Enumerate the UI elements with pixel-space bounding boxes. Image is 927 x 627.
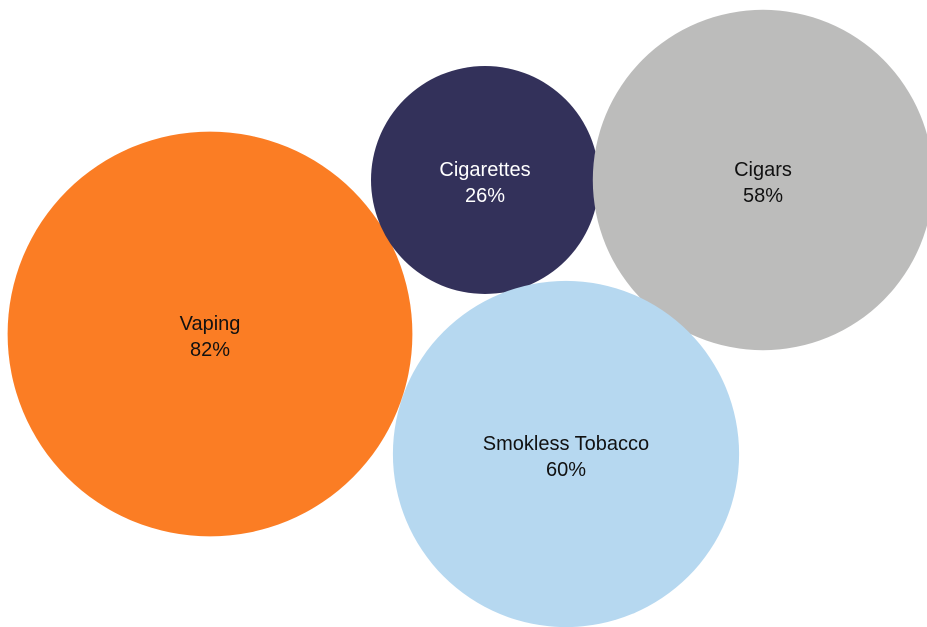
bubble-smokeless-tobacco-name: Smokless Tobacco [483,433,649,455]
bubble-cigarettes: Cigarettes 26% [371,66,599,294]
bubble-cigars-value: 58% [743,185,783,207]
bubble-vaping-name: Vaping [180,313,241,335]
bubble-smokeless-tobacco-value: 60% [546,459,586,481]
bubble-cigarettes-name: Cigarettes [439,159,530,181]
bubble-vaping: Vaping 82% [7,131,413,537]
bubble-cigars-circle [592,9,927,351]
bubble-smokeless-tobacco-circle [392,280,740,627]
bubble-smokeless-tobacco: Smokless Tobacco 60% [392,280,740,627]
bubble-vaping-value: 82% [190,339,230,361]
bubble-vaping-circle [7,131,413,537]
bubble-cigarettes-value: 26% [465,185,505,207]
bubble-cigarettes-circle [371,66,599,294]
bubble-cigars: Cigars 58% [592,9,927,351]
bubble-cigars-name: Cigars [734,159,792,181]
